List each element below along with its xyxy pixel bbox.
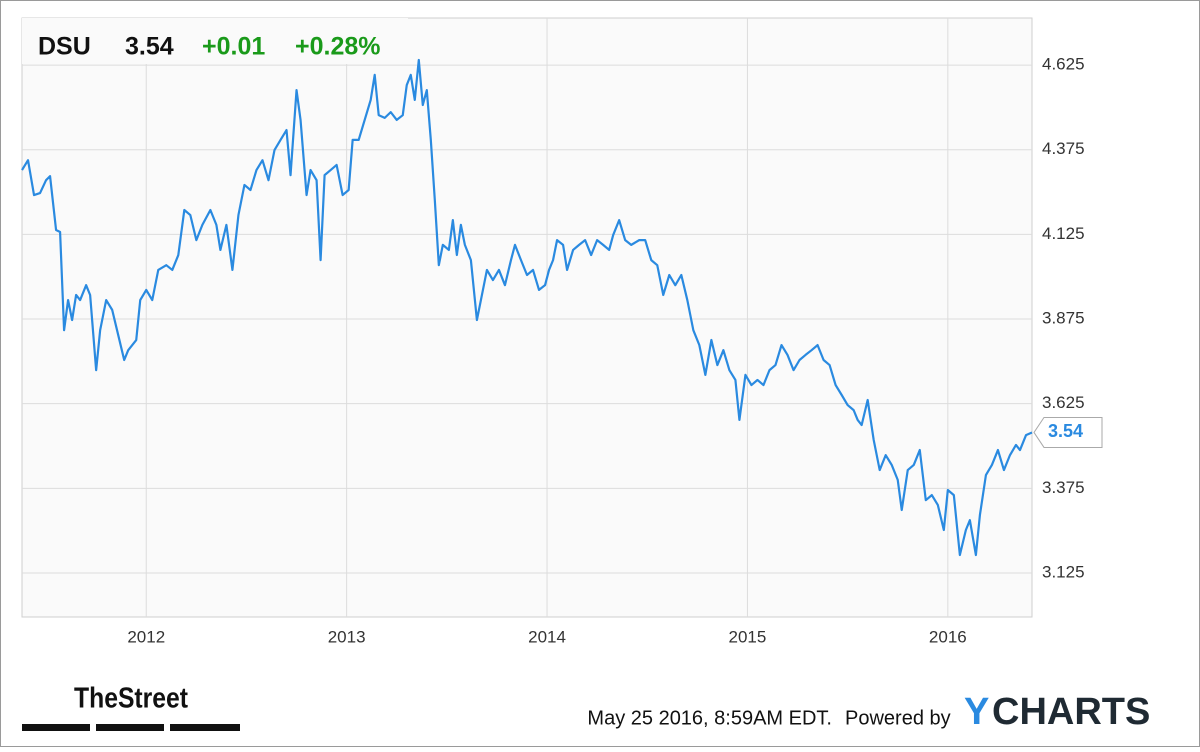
series [21, 58, 1033, 557]
price-line [21, 58, 1033, 557]
y-tick-label: 4.375 [1042, 139, 1085, 158]
price: 3.54 [125, 33, 174, 61]
last-value-label: 3.54 [1048, 421, 1083, 441]
logo-bar [22, 724, 90, 731]
logo-bar [170, 724, 240, 731]
y-tick-label: 3.875 [1042, 309, 1085, 328]
symbol: DSU [38, 33, 91, 61]
y-tick-label: 3.625 [1042, 393, 1085, 412]
grid [22, 18, 1032, 617]
change-pct: +0.28% [295, 33, 381, 61]
brand-name: CHARTS [992, 691, 1150, 733]
last-value-tag [1033, 416, 1103, 448]
x-tick-label: 2016 [929, 627, 967, 646]
x-tick-label: 2015 [729, 627, 767, 646]
x-tick-label: 2014 [528, 627, 566, 646]
powered-by: Powered by [845, 707, 951, 729]
y-tick-label: 3.375 [1042, 478, 1085, 497]
y-tick-label: 4.125 [1042, 224, 1085, 243]
x-tick-label: 2013 [328, 627, 366, 646]
timestamp: May 25 2016, 8:59AM EDT. [587, 707, 832, 729]
y-tick-label: 4.625 [1042, 55, 1085, 74]
logo-bar [96, 724, 164, 731]
y-tick-label: 3.125 [1042, 562, 1085, 581]
x-tick-label: 2012 [127, 627, 165, 646]
change: +0.01 [202, 33, 265, 61]
header-box [22, 18, 408, 64]
source-logo: TheStreet [74, 683, 188, 715]
plot-area [21, 17, 1033, 618]
brand-mark: Y [964, 691, 989, 733]
